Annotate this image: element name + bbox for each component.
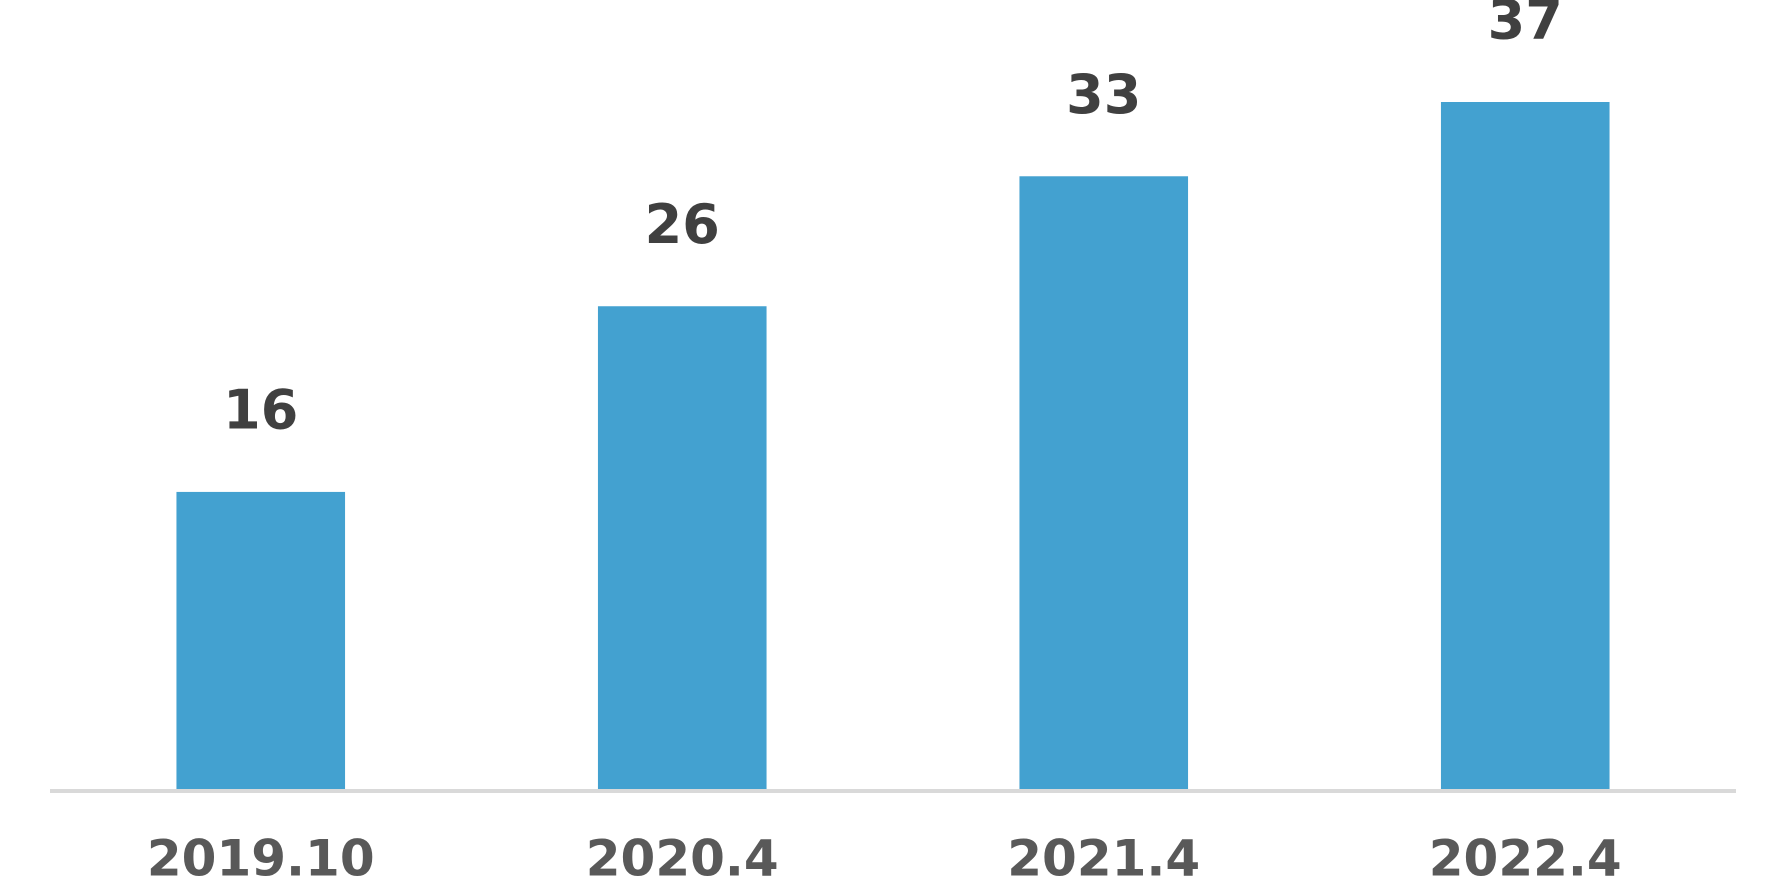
value-label: 33 [1066,63,1141,126]
x-tick-label: 2022.4 [1429,830,1622,885]
bar [597,306,767,789]
value-label: 16 [223,379,298,442]
x-tick-label: 2021.4 [1007,830,1200,885]
bar [1440,102,1610,789]
value-label: 26 [645,193,720,256]
bar [1019,176,1189,789]
x-tick-label: 2020.4 [586,830,779,885]
value-label: 37 [1488,0,1563,52]
bar [176,491,346,789]
x-tick-label: 2019.10 [147,830,375,885]
